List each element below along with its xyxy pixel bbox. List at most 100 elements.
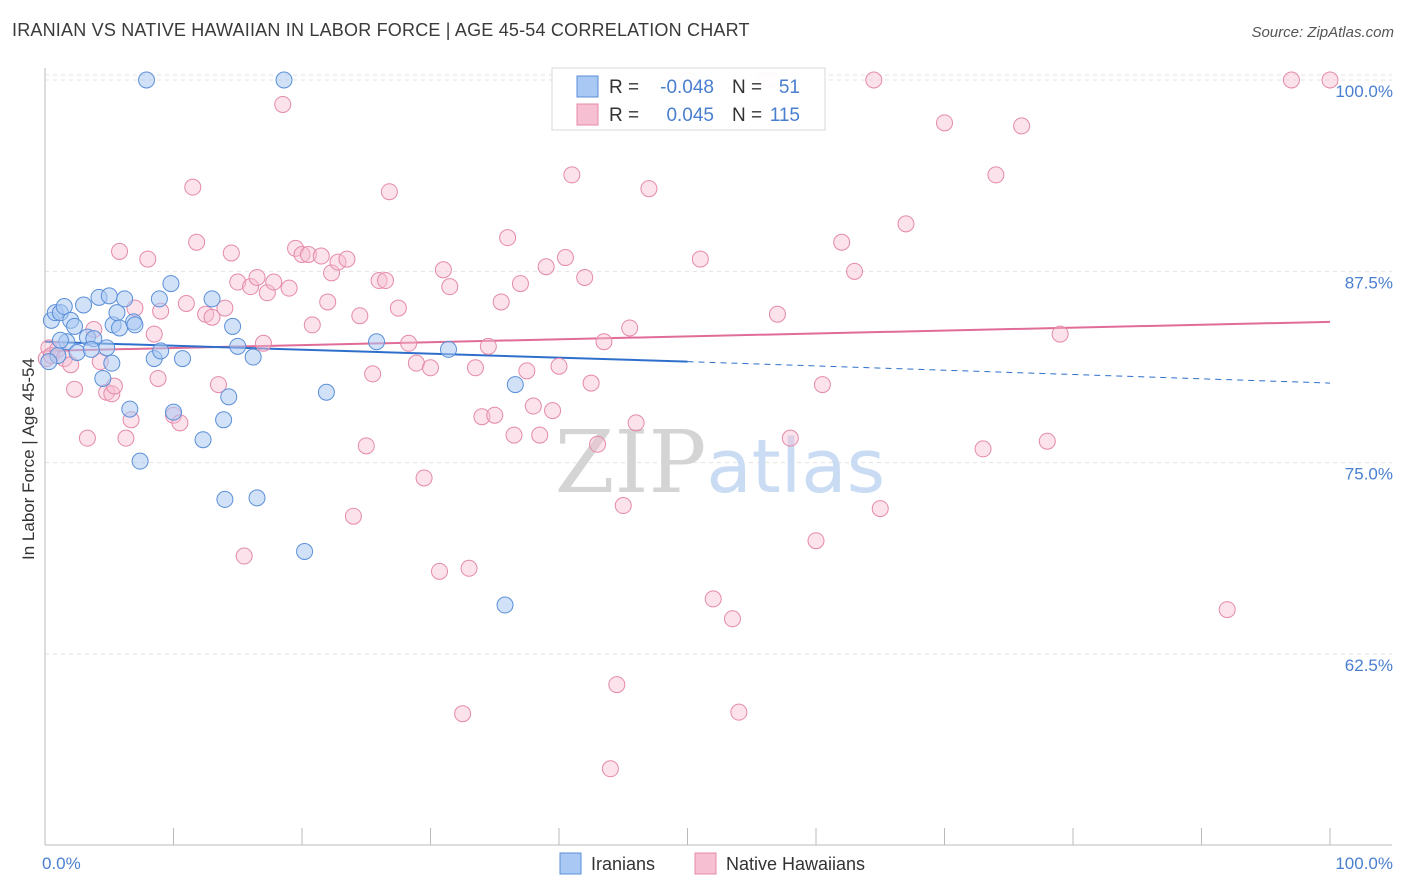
y-tick-label: 100.0%	[1335, 82, 1393, 101]
iranian-point	[150, 290, 168, 308]
iranian-point	[121, 400, 139, 418]
iranian-point	[224, 317, 242, 335]
watermark-zip: ZIP	[555, 413, 707, 513]
legend-r-label: R =	[609, 105, 639, 126]
hawaiian-point	[511, 275, 529, 293]
iranian-point	[275, 71, 293, 89]
hawaiian-point	[344, 507, 362, 525]
hawaiian-point	[441, 278, 459, 296]
hawaiian-point	[987, 166, 1005, 184]
hawaiian-point	[871, 500, 889, 518]
hawaiian-point	[621, 319, 639, 337]
hawaiian-point	[595, 333, 613, 351]
y-tick-label: 87.5%	[1345, 273, 1393, 292]
hawaiian-point	[66, 380, 84, 398]
hawaiian-point	[380, 183, 398, 201]
hawaiian-point	[370, 272, 388, 290]
hawaiian-point	[807, 532, 825, 550]
hawaiian-point	[582, 374, 600, 392]
iranian-point	[296, 542, 314, 560]
iranian-point	[51, 331, 69, 349]
hawaiian-point	[576, 268, 594, 286]
iranian-point	[116, 290, 134, 308]
hawaiian-point	[415, 469, 433, 487]
hawaiian-point	[145, 325, 163, 343]
iranian-point	[111, 319, 129, 337]
x-tick-label-min: 0.0%	[42, 854, 81, 873]
data-points	[37, 71, 1339, 778]
iranian-point	[194, 431, 212, 449]
y-tick-label: 75.0%	[1345, 465, 1393, 484]
bottom-legend: Iranians Native Hawaiians	[559, 852, 865, 875]
iranian-point	[165, 403, 182, 421]
watermark: ZIPatlas	[555, 413, 885, 513]
x-tick-label-max: 100.0%	[1335, 854, 1393, 873]
hawaiian-point	[254, 334, 272, 352]
iranian-point	[216, 490, 234, 508]
hawaiian-point	[704, 590, 722, 608]
legend-r-label: R =	[609, 77, 639, 98]
iranians-trend-line	[44, 340, 688, 363]
bottom-legend-label: Iranians	[591, 854, 655, 874]
hawaiian-point	[897, 215, 915, 233]
hawaiian-point	[209, 376, 227, 394]
hawaiian-point	[303, 316, 321, 334]
hawaiian-point	[865, 71, 883, 89]
iranian-point	[131, 452, 149, 470]
iranian-point	[94, 369, 112, 387]
hawaiians-trend-line	[44, 320, 1331, 352]
hawaiian-point	[78, 429, 96, 447]
hawaiian-point	[117, 429, 135, 447]
hawaiian-point	[351, 307, 369, 325]
hawaiian-point	[550, 357, 568, 375]
chart-source: Source: ZipAtlas.com	[1251, 24, 1394, 41]
legend-n-label: N =	[732, 105, 762, 126]
hawaiian-point	[768, 305, 786, 323]
hawaiian-point	[466, 359, 484, 377]
iranian-point	[100, 287, 118, 305]
hawaiian-point	[518, 362, 536, 380]
hawaiian-point	[1282, 71, 1300, 89]
hawaiian-point	[730, 703, 748, 721]
hawaiian-point	[1013, 117, 1031, 135]
hawaiian-point	[486, 406, 504, 424]
legend-r-value: -0.048	[660, 77, 714, 98]
hawaiian-point	[813, 376, 831, 394]
hawaiian-point	[434, 261, 452, 279]
iranians-trend-extension	[687, 361, 1331, 384]
hawaiian-point	[216, 299, 234, 317]
iranian-point	[68, 343, 86, 361]
y-axis-label: In Labor Force | Age 45-54	[19, 358, 38, 560]
iranian-point	[506, 376, 524, 394]
iranian-point	[126, 316, 144, 334]
watermark-atlas: atlas	[706, 424, 885, 510]
iranian-point	[229, 337, 247, 355]
iranian-point	[103, 354, 121, 372]
legend-swatch	[576, 75, 599, 98]
iranian-point	[75, 296, 93, 314]
iranian-point	[162, 275, 180, 293]
hawaiian-point	[188, 233, 206, 251]
hawaiian-point	[389, 299, 407, 317]
y-tick-label: 62.5%	[1345, 656, 1393, 675]
hawaiian-point	[608, 676, 626, 694]
iranian-point	[244, 348, 262, 366]
hawaiian-point	[524, 397, 542, 415]
hawaiian-point	[407, 354, 425, 372]
legend-n-value: 115	[770, 105, 800, 126]
iranian-point	[496, 596, 514, 614]
iranian-point	[173, 350, 191, 368]
iranian-point	[152, 342, 170, 360]
bottom-legend-swatch	[559, 852, 582, 875]
hawaiian-point	[312, 247, 330, 265]
iranian-point	[66, 317, 84, 335]
hawaiian-point	[357, 437, 375, 455]
hawaiian-point	[377, 272, 395, 290]
iranian-point	[203, 290, 221, 308]
hawaiian-point	[563, 166, 581, 184]
hawaiian-point	[248, 268, 266, 286]
hawaiian-point	[422, 359, 439, 377]
hawaiian-point	[691, 250, 709, 268]
hawaiian-point	[1218, 601, 1236, 619]
